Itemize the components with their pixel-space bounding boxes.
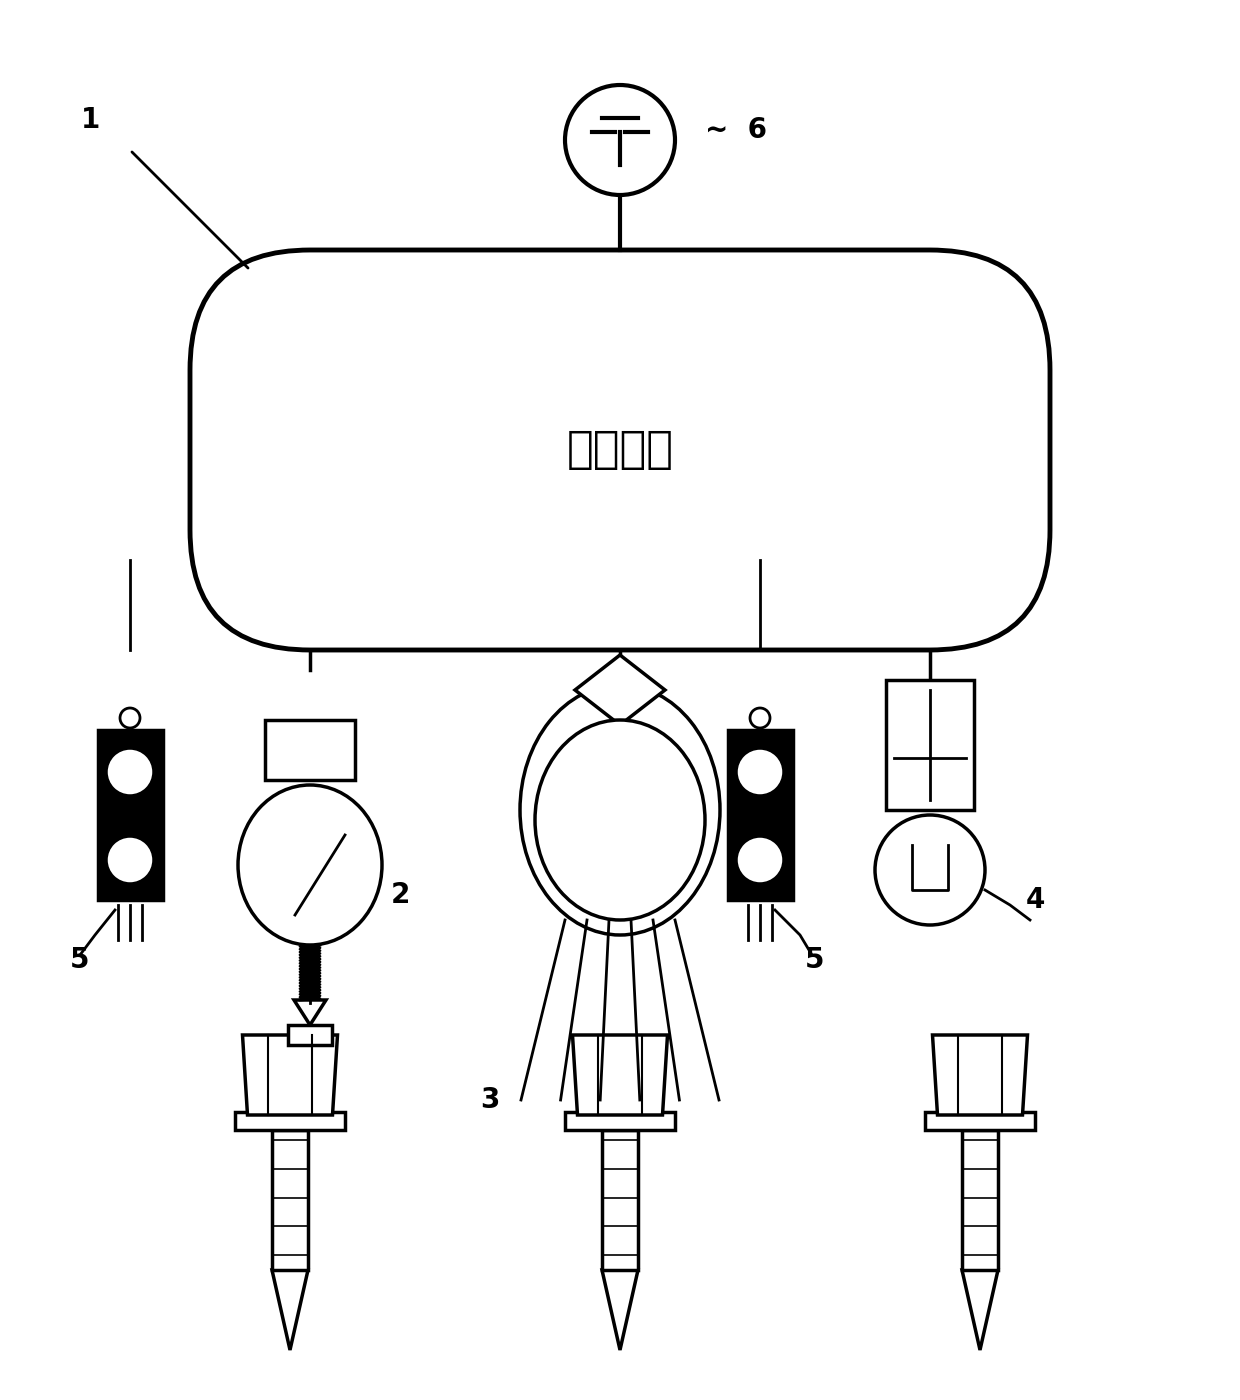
Polygon shape <box>236 1112 345 1130</box>
Polygon shape <box>294 1000 326 1025</box>
Polygon shape <box>575 655 665 725</box>
Polygon shape <box>565 1112 675 1130</box>
Polygon shape <box>573 1035 667 1114</box>
Polygon shape <box>925 1112 1035 1130</box>
Polygon shape <box>272 1270 308 1350</box>
Text: 3: 3 <box>480 1086 500 1114</box>
Polygon shape <box>601 1130 639 1270</box>
Polygon shape <box>962 1130 998 1270</box>
Text: 1: 1 <box>81 106 99 134</box>
Polygon shape <box>98 729 162 900</box>
Text: 5: 5 <box>71 946 89 974</box>
Circle shape <box>875 815 985 925</box>
Ellipse shape <box>534 720 706 920</box>
Text: 4: 4 <box>1025 886 1044 914</box>
Polygon shape <box>288 1025 332 1044</box>
Polygon shape <box>243 1035 337 1114</box>
Circle shape <box>105 748 154 797</box>
Polygon shape <box>932 1035 1028 1114</box>
Ellipse shape <box>238 785 382 945</box>
Circle shape <box>737 748 784 797</box>
Text: ~  6: ~ 6 <box>706 116 768 144</box>
Circle shape <box>565 85 675 195</box>
Polygon shape <box>887 680 973 811</box>
Text: 2: 2 <box>391 881 409 909</box>
Polygon shape <box>601 1270 639 1350</box>
Polygon shape <box>272 1130 308 1270</box>
Circle shape <box>105 836 154 883</box>
Text: 5: 5 <box>805 946 825 974</box>
Text: 中控系统: 中控系统 <box>567 428 673 472</box>
Circle shape <box>120 708 140 728</box>
Polygon shape <box>728 729 792 900</box>
Circle shape <box>737 836 784 883</box>
Polygon shape <box>962 1270 998 1350</box>
Circle shape <box>750 708 770 728</box>
FancyBboxPatch shape <box>190 251 1050 650</box>
Polygon shape <box>265 720 355 780</box>
